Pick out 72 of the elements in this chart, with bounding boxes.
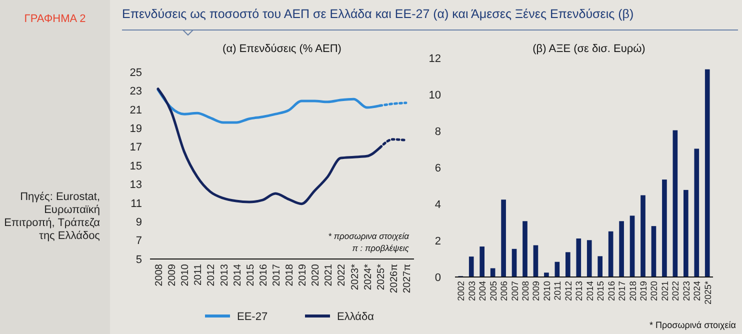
x-tick-label: 2017	[617, 281, 628, 302]
x-tick-label: 2007	[510, 281, 520, 302]
x-tick-label: 2022	[670, 281, 681, 302]
x-tick-label: 2022	[336, 264, 348, 286]
x-tick-label: 2015	[596, 281, 606, 302]
x-tick-label: 2010	[542, 281, 552, 302]
x-tick-label: 2011	[552, 281, 563, 300]
x-tick-label: 2014	[584, 281, 595, 302]
x-tick-label: 2016	[258, 264, 270, 286]
x-tick-label: 2025*	[376, 264, 387, 290]
x-tick-label: 2021	[660, 281, 670, 302]
x-tick-label: 2018	[284, 264, 296, 286]
x-tick-label: 2024	[692, 281, 702, 302]
x-tick-label: 2012	[563, 281, 574, 302]
text: Επενδύσεις ως ποσοστό του ΑΕΠ σε Ελλάδα και ΕΕ-27 (α) και Άμεσες Ξένες Επενδύσεις (β)	[122, 7, 634, 21]
text: ΓΡΑΦΗΜΑ 2	[24, 13, 86, 25]
chart-title: (β) ΑΞΕ (σε δισ. Ευρώ)	[532, 43, 646, 55]
x-tick-label: 2026π	[388, 264, 400, 294]
x-tick-label: 2009	[531, 281, 542, 302]
y-tick-label: 6	[434, 162, 441, 174]
x-tick-label: 2006	[499, 281, 510, 302]
x-tick-label: 2023*	[350, 264, 361, 290]
y-tick-label: 2	[434, 235, 441, 248]
y-tick-label: 15	[130, 160, 142, 172]
x-tick-label: 2013	[219, 264, 230, 286]
x-tick-label: 2021	[324, 264, 335, 286]
y-tick-label: 11	[130, 198, 142, 210]
y-tick-label: 0	[434, 272, 441, 284]
x-tick-label: 2004	[478, 281, 488, 302]
y-tick-label: 19	[130, 122, 142, 135]
y-tick-label: 13	[130, 179, 142, 192]
y-tick-label: 5	[136, 254, 142, 266]
x-tick-label: 2019	[298, 264, 309, 286]
x-tick-label: 2025*	[702, 280, 713, 305]
text: * Προσωρινά στοιχεία	[650, 320, 736, 330]
x-tick-label: 2005	[488, 281, 498, 302]
x-tick-label: 2020	[649, 281, 660, 302]
x-tick-label: 2014	[232, 264, 244, 286]
y-tick-label: 12	[428, 52, 441, 65]
x-tick-label: 2020	[310, 264, 322, 286]
x-tick-label: 2019	[638, 281, 648, 302]
y-tick-label: 4	[434, 198, 441, 211]
y-tick-label: 8	[434, 126, 441, 138]
x-tick-label: 2009	[167, 264, 178, 286]
annotation: π : προβλέψεις	[352, 243, 410, 253]
text: Πηγές: Eurostat, Ευρωπαϊκή Επιτροπή, Τράπεζα της Ελλάδος	[4, 191, 101, 242]
x-tick-label: 2018	[628, 281, 638, 302]
y-tick-label: 7	[136, 235, 142, 248]
y-tick-label: 23	[130, 86, 142, 98]
x-tick-label: 2023	[681, 281, 692, 302]
x-tick-label: 2017	[271, 264, 282, 286]
x-tick-label: 2011	[193, 264, 204, 286]
x-tick-label: 2012	[206, 264, 218, 286]
x-tick-label: 2002	[456, 281, 466, 302]
x-tick-label: 2008	[154, 264, 165, 286]
x-tick-label: 2015	[245, 264, 256, 286]
x-tick-label: 2013	[574, 281, 584, 302]
y-tick-label: 21	[130, 104, 142, 116]
legend-label: ΕΕ-27	[237, 310, 268, 323]
x-tick-label: 2010	[180, 264, 192, 286]
y-tick-label: 10	[428, 89, 441, 102]
x-tick-label: 2024*	[362, 264, 374, 290]
x-tick-label: 2027π	[402, 264, 413, 294]
legend-label: Ελλάδα	[337, 310, 375, 323]
chart-title: (α) Επενδύσεις (% ΑΕΠ)	[222, 43, 342, 55]
y-tick-label: 9	[136, 216, 142, 228]
x-tick-label: 2003	[466, 281, 477, 302]
x-tick-label: 2016	[606, 281, 616, 302]
annotation: * προσωρινα στοιχεία	[328, 231, 410, 241]
y-tick-label: 17	[130, 142, 142, 154]
x-tick-label: 2008	[520, 281, 530, 302]
y-tick-label: 25	[130, 66, 142, 79]
